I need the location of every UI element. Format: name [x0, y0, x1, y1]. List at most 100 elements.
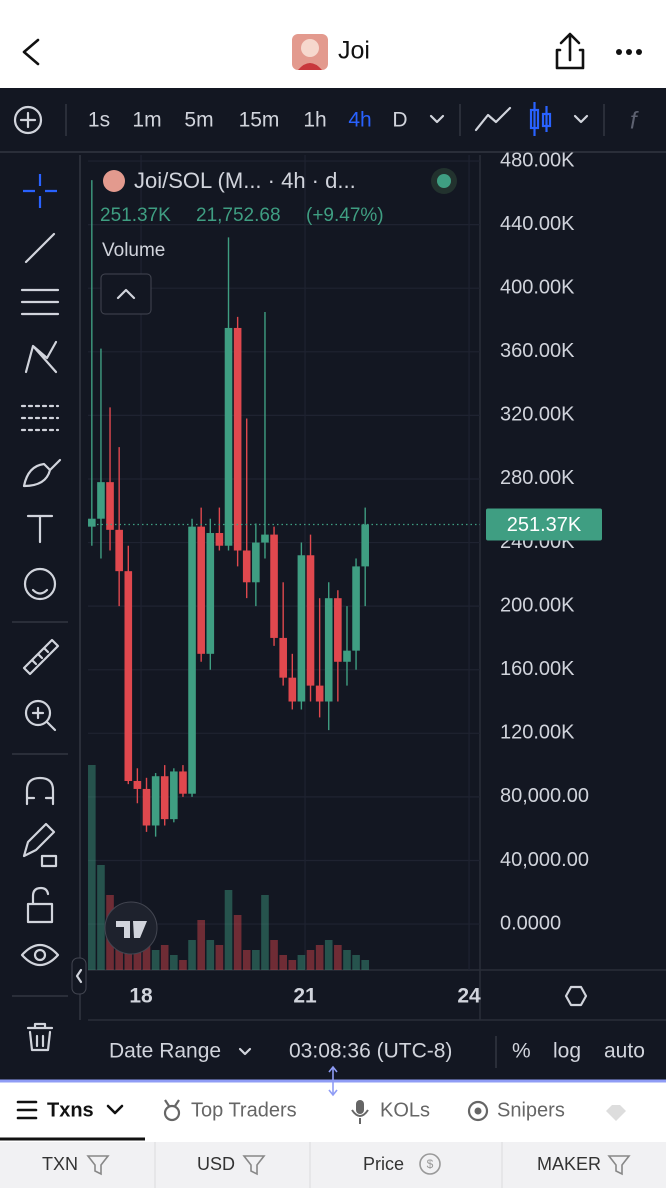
- volume-bar: [270, 940, 278, 970]
- candle-body: [352, 566, 360, 651]
- collapse-arrow: [75, 968, 83, 984]
- axes: 480.00K 440.00K 400.00K 360.00K 320.00K 280.0…: [129, 149, 602, 1008]
- y-tick-label: 200.00K: [500, 594, 575, 616]
- interval-button[interactable]: 1h: [303, 109, 326, 132]
- back-button[interactable]: [22, 38, 40, 66]
- more-button[interactable]: [616, 49, 642, 55]
- filter-icon[interactable]: [86, 1155, 110, 1176]
- candle-body: [151, 776, 160, 826]
- candle-chart-button[interactable]: [529, 102, 552, 136]
- candle-body: [133, 780, 142, 789]
- candle-body: [315, 685, 324, 702]
- filter-icon[interactable]: [242, 1155, 266, 1176]
- projection-tool[interactable]: [20, 404, 60, 432]
- magnet-tool[interactable]: [25, 776, 55, 806]
- volume-bar: [297, 955, 306, 970]
- candle-body: [215, 533, 224, 546]
- candle-body: [324, 598, 333, 702]
- tab-top-traders[interactable]: Top Traders: [191, 1099, 297, 1121]
- candle-body: [252, 542, 260, 583]
- candle-body: [288, 677, 297, 702]
- snipers-icon-center: [474, 1107, 482, 1115]
- tv-logo[interactable]: [104, 901, 158, 955]
- volume-bar: [133, 950, 142, 970]
- candle-body: [297, 555, 306, 702]
- text-tool[interactable]: [26, 514, 54, 544]
- add-button[interactable]: [13, 105, 43, 135]
- zoom-icon: [31, 706, 57, 732]
- interval-button[interactable]: 1s: [88, 109, 110, 132]
- volume-bar: [279, 955, 287, 970]
- interval-button[interactable]: 15m: [239, 109, 280, 132]
- y-tick-label: 480.00K: [500, 149, 575, 171]
- axis-settings[interactable]: [564, 985, 588, 1007]
- zoom-tool[interactable]: [24, 699, 52, 727]
- auto-toggle[interactable]: auto: [604, 1040, 645, 1063]
- candle-body: [97, 482, 105, 519]
- fib-tool[interactable]: [20, 288, 60, 316]
- x-tick-label: 21: [293, 985, 317, 1008]
- crosshair-tool[interactable]: [23, 174, 57, 208]
- interval-button[interactable]: 4h: [348, 109, 371, 132]
- visibility-tool[interactable]: [20, 943, 60, 967]
- candle-body: [233, 327, 242, 551]
- volume-bar: [242, 950, 251, 970]
- share-button[interactable]: [555, 32, 585, 70]
- avatar-face: [301, 39, 319, 57]
- date-range[interactable]: Date Range: [109, 1040, 221, 1063]
- collapse-legend[interactable]: [100, 273, 152, 315]
- volume-bar: [160, 945, 169, 970]
- price-currency-icon[interactable]: [419, 1153, 441, 1175]
- delete-tool[interactable]: [26, 1022, 54, 1052]
- date-range-chevron: [238, 1047, 252, 1056]
- candle-body: [142, 788, 151, 826]
- volume-bar: [352, 955, 360, 970]
- lock-tool[interactable]: [26, 886, 54, 924]
- snipers-icon: [467, 1100, 489, 1122]
- tab-txns[interactable]: Txns: [47, 1099, 94, 1121]
- volume-bar: [324, 940, 333, 970]
- candle-body: [160, 776, 169, 820]
- tab-kols[interactable]: KOLs: [380, 1099, 430, 1121]
- tab-snipers[interactable]: Snipers: [497, 1099, 565, 1121]
- y-tick-label: 320.00K: [500, 404, 575, 426]
- ruler-tool[interactable]: [22, 638, 60, 676]
- indicators-button[interactable]: f: [630, 107, 639, 134]
- candle-body: [188, 526, 196, 794]
- interval-button[interactable]: 1m: [132, 109, 161, 132]
- emoji-tool[interactable]: [23, 567, 57, 601]
- y-tick-label: 160.00K: [500, 658, 575, 680]
- volume-bar: [188, 940, 196, 970]
- volume-bar: [252, 950, 260, 970]
- line-chart-button[interactable]: [474, 106, 512, 132]
- lock-drawings-tool[interactable]: [22, 822, 58, 868]
- interval-button[interactable]: D: [392, 109, 407, 132]
- volume-bar: [206, 940, 215, 970]
- percent-toggle[interactable]: %: [512, 1040, 531, 1063]
- volume-label: Volume: [102, 240, 165, 261]
- trendline-tool[interactable]: [24, 232, 56, 264]
- candle-body: [242, 550, 251, 583]
- legend-change-pct: (+9.47%): [306, 205, 384, 226]
- volume-bar: [170, 955, 178, 970]
- y-tick-label: 80,000.00: [500, 785, 589, 807]
- log-toggle[interactable]: log: [553, 1040, 581, 1063]
- last-price-tag: [486, 508, 602, 541]
- volume-bar: [315, 945, 324, 970]
- pattern-tool[interactable]: [24, 340, 58, 374]
- interval-dropdown[interactable]: [429, 114, 445, 124]
- x-tick-label: 18: [129, 985, 153, 1008]
- candle-body: [224, 327, 233, 546]
- collapse-toolbar[interactable]: [71, 957, 87, 995]
- brush-tool[interactable]: [22, 458, 62, 488]
- volume-bar: [233, 915, 242, 970]
- eye-pupil: [33, 948, 47, 962]
- interval-button[interactable]: 5m: [184, 109, 213, 132]
- candle-body: [170, 771, 178, 820]
- clock: 03:08:36 (UTC-8): [289, 1040, 452, 1063]
- filter-icon[interactable]: [607, 1155, 631, 1176]
- col-usd: USD: [197, 1154, 235, 1174]
- chart-type-dropdown[interactable]: [573, 114, 589, 124]
- col-price: Price: [363, 1154, 404, 1174]
- avatar-body: [298, 63, 322, 70]
